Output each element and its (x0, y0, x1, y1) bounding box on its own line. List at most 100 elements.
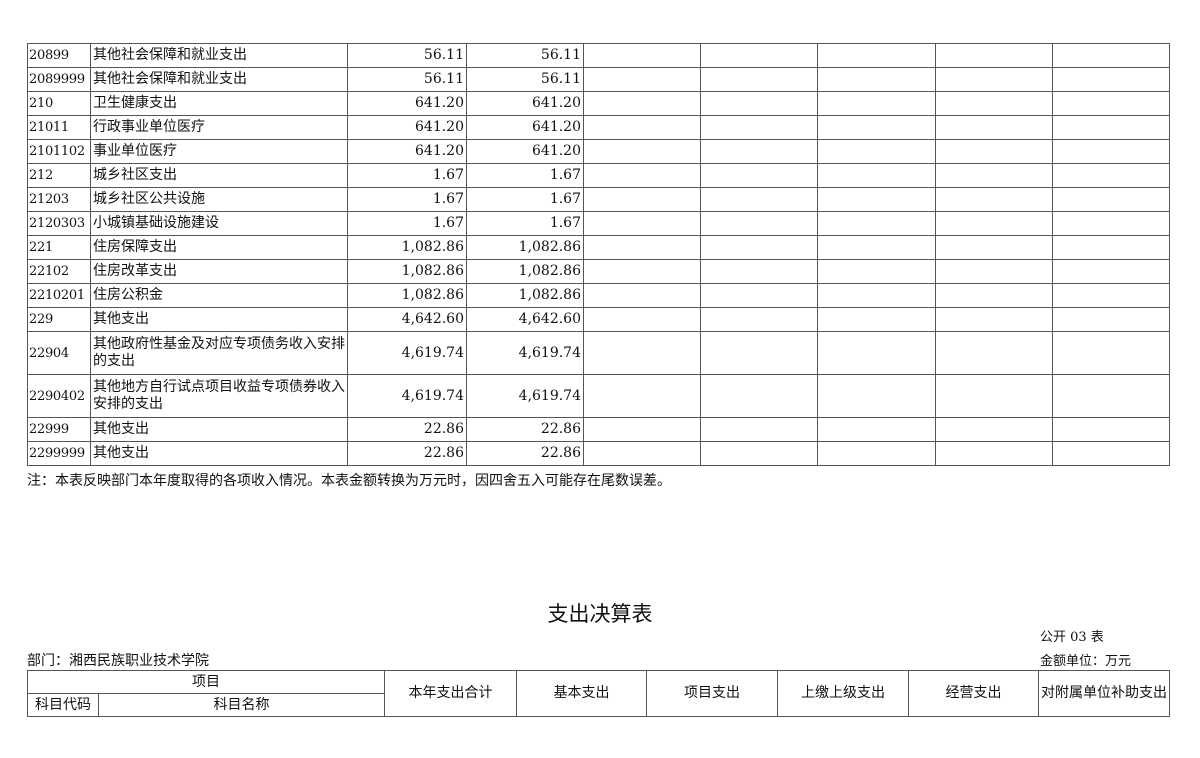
amount-cell: 641.20 (466, 115, 584, 140)
empty-cell (1052, 163, 1170, 188)
total-cell: 1.67 (347, 163, 467, 188)
code-cell: 22102 (27, 259, 91, 284)
total-cell: 1,082.86 (347, 235, 467, 260)
empty-cell (935, 235, 1053, 260)
empty-cell (817, 67, 936, 92)
table-row: 20899 其他社会保障和就业支出 56.11 56.11 (27, 43, 1170, 68)
table-row: 21011 行政事业单位医疗 641.20 641.20 (27, 115, 1170, 140)
empty-cell (700, 235, 818, 260)
empty-cell (817, 307, 936, 332)
name-cell: 其他政府性基金及对应专项债务收入安排的支出 (90, 331, 348, 375)
name-cell: 其他支出 (90, 307, 348, 332)
empty-cell (583, 417, 701, 442)
table-number: 公开 03 表 (1040, 630, 1104, 645)
empty-cell (935, 163, 1053, 188)
empty-cell (935, 139, 1053, 164)
amount-cell: 1.67 (466, 163, 584, 188)
amount-cell: 22.86 (466, 441, 584, 466)
empty-cell (817, 259, 936, 284)
empty-cell (1052, 307, 1170, 332)
empty-cell (935, 43, 1053, 68)
empty-cell (817, 43, 936, 68)
table-row: 212 城乡社区支出 1.67 1.67 (27, 163, 1170, 188)
header-total: 本年支出合计 (384, 670, 517, 717)
empty-cell (817, 417, 936, 442)
empty-cell (817, 235, 936, 260)
department-label: 部门：湘西民族职业技术学院 (27, 653, 209, 669)
empty-cell (817, 163, 936, 188)
empty-cell (700, 441, 818, 466)
empty-cell (935, 211, 1053, 236)
total-cell: 1,082.86 (347, 259, 467, 284)
table-note: 注：本表反映部门本年度取得的各项收入情况。本表金额转换为万元时，因四舍五入可能存… (27, 473, 671, 489)
total-cell: 4,619.74 (347, 374, 467, 418)
empty-cell (1052, 417, 1170, 442)
empty-cell (583, 259, 701, 284)
name-cell: 小城镇基础设施建设 (90, 211, 348, 236)
code-cell: 2290402 (27, 374, 91, 418)
empty-cell (700, 211, 818, 236)
table-row: 2290402 其他地方自行试点项目收益专项债券收入安排的支出 4,619.74 4,… (27, 374, 1170, 418)
header-upper: 上缴上级支出 (777, 670, 909, 717)
empty-cell (817, 139, 936, 164)
code-cell: 2299999 (27, 441, 91, 466)
header-business: 经营支出 (908, 670, 1039, 717)
amount-cell: 56.11 (466, 67, 584, 92)
empty-cell (700, 259, 818, 284)
total-cell: 4,642.60 (347, 307, 467, 332)
empty-cell (700, 43, 818, 68)
empty-cell (583, 374, 701, 418)
empty-cell (817, 91, 936, 116)
empty-cell (817, 331, 936, 375)
name-cell: 其他支出 (90, 417, 348, 442)
empty-cell (583, 91, 701, 116)
amount-cell: 56.11 (466, 43, 584, 68)
code-cell: 20899 (27, 43, 91, 68)
table-row: 2299999 其他支出 22.86 22.86 (27, 441, 1170, 466)
code-cell: 2210201 (27, 283, 91, 308)
empty-cell (817, 211, 936, 236)
empty-cell (583, 43, 701, 68)
header-project: 项目支出 (646, 670, 778, 717)
amount-cell: 22.86 (466, 417, 584, 442)
total-cell: 22.86 (347, 417, 467, 442)
total-cell: 4,619.74 (347, 331, 467, 375)
header-name: 科目名称 (98, 693, 385, 717)
table-row: 221 住房保障支出 1,082.86 1,082.86 (27, 235, 1170, 260)
empty-cell (583, 187, 701, 212)
code-cell: 221 (27, 235, 91, 260)
page-title: 支出决算表 (547, 602, 653, 626)
code-cell: 22904 (27, 331, 91, 375)
header-item: 项目 (27, 670, 385, 694)
empty-cell (935, 67, 1053, 92)
empty-cell (700, 374, 818, 418)
empty-cell (1052, 115, 1170, 140)
empty-cell (935, 331, 1053, 375)
amount-cell: 1,082.86 (466, 235, 584, 260)
empty-cell (1052, 43, 1170, 68)
code-cell: 212 (27, 163, 91, 188)
empty-cell (583, 331, 701, 375)
header-code: 科目代码 (27, 693, 99, 717)
empty-cell (1052, 235, 1170, 260)
empty-cell (1052, 67, 1170, 92)
name-cell: 住房公积金 (90, 283, 348, 308)
empty-cell (700, 187, 818, 212)
empty-cell (583, 235, 701, 260)
empty-cell (583, 307, 701, 332)
table-row: 2089999 其他社会保障和就业支出 56.11 56.11 (27, 67, 1170, 92)
empty-cell (1052, 91, 1170, 116)
table-row: 21203 城乡社区公共设施 1.67 1.67 (27, 187, 1170, 212)
name-cell: 卫生健康支出 (90, 91, 348, 116)
empty-cell (1052, 374, 1170, 418)
name-cell: 住房改革支出 (90, 259, 348, 284)
empty-cell (1052, 211, 1170, 236)
empty-cell (817, 115, 936, 140)
unit-label: 金额单位：万元 (1040, 654, 1132, 669)
empty-cell (935, 91, 1053, 116)
total-cell: 22.86 (347, 441, 467, 466)
total-cell: 56.11 (347, 43, 467, 68)
total-cell: 1,082.86 (347, 283, 467, 308)
total-cell: 56.11 (347, 67, 467, 92)
empty-cell (1052, 283, 1170, 308)
